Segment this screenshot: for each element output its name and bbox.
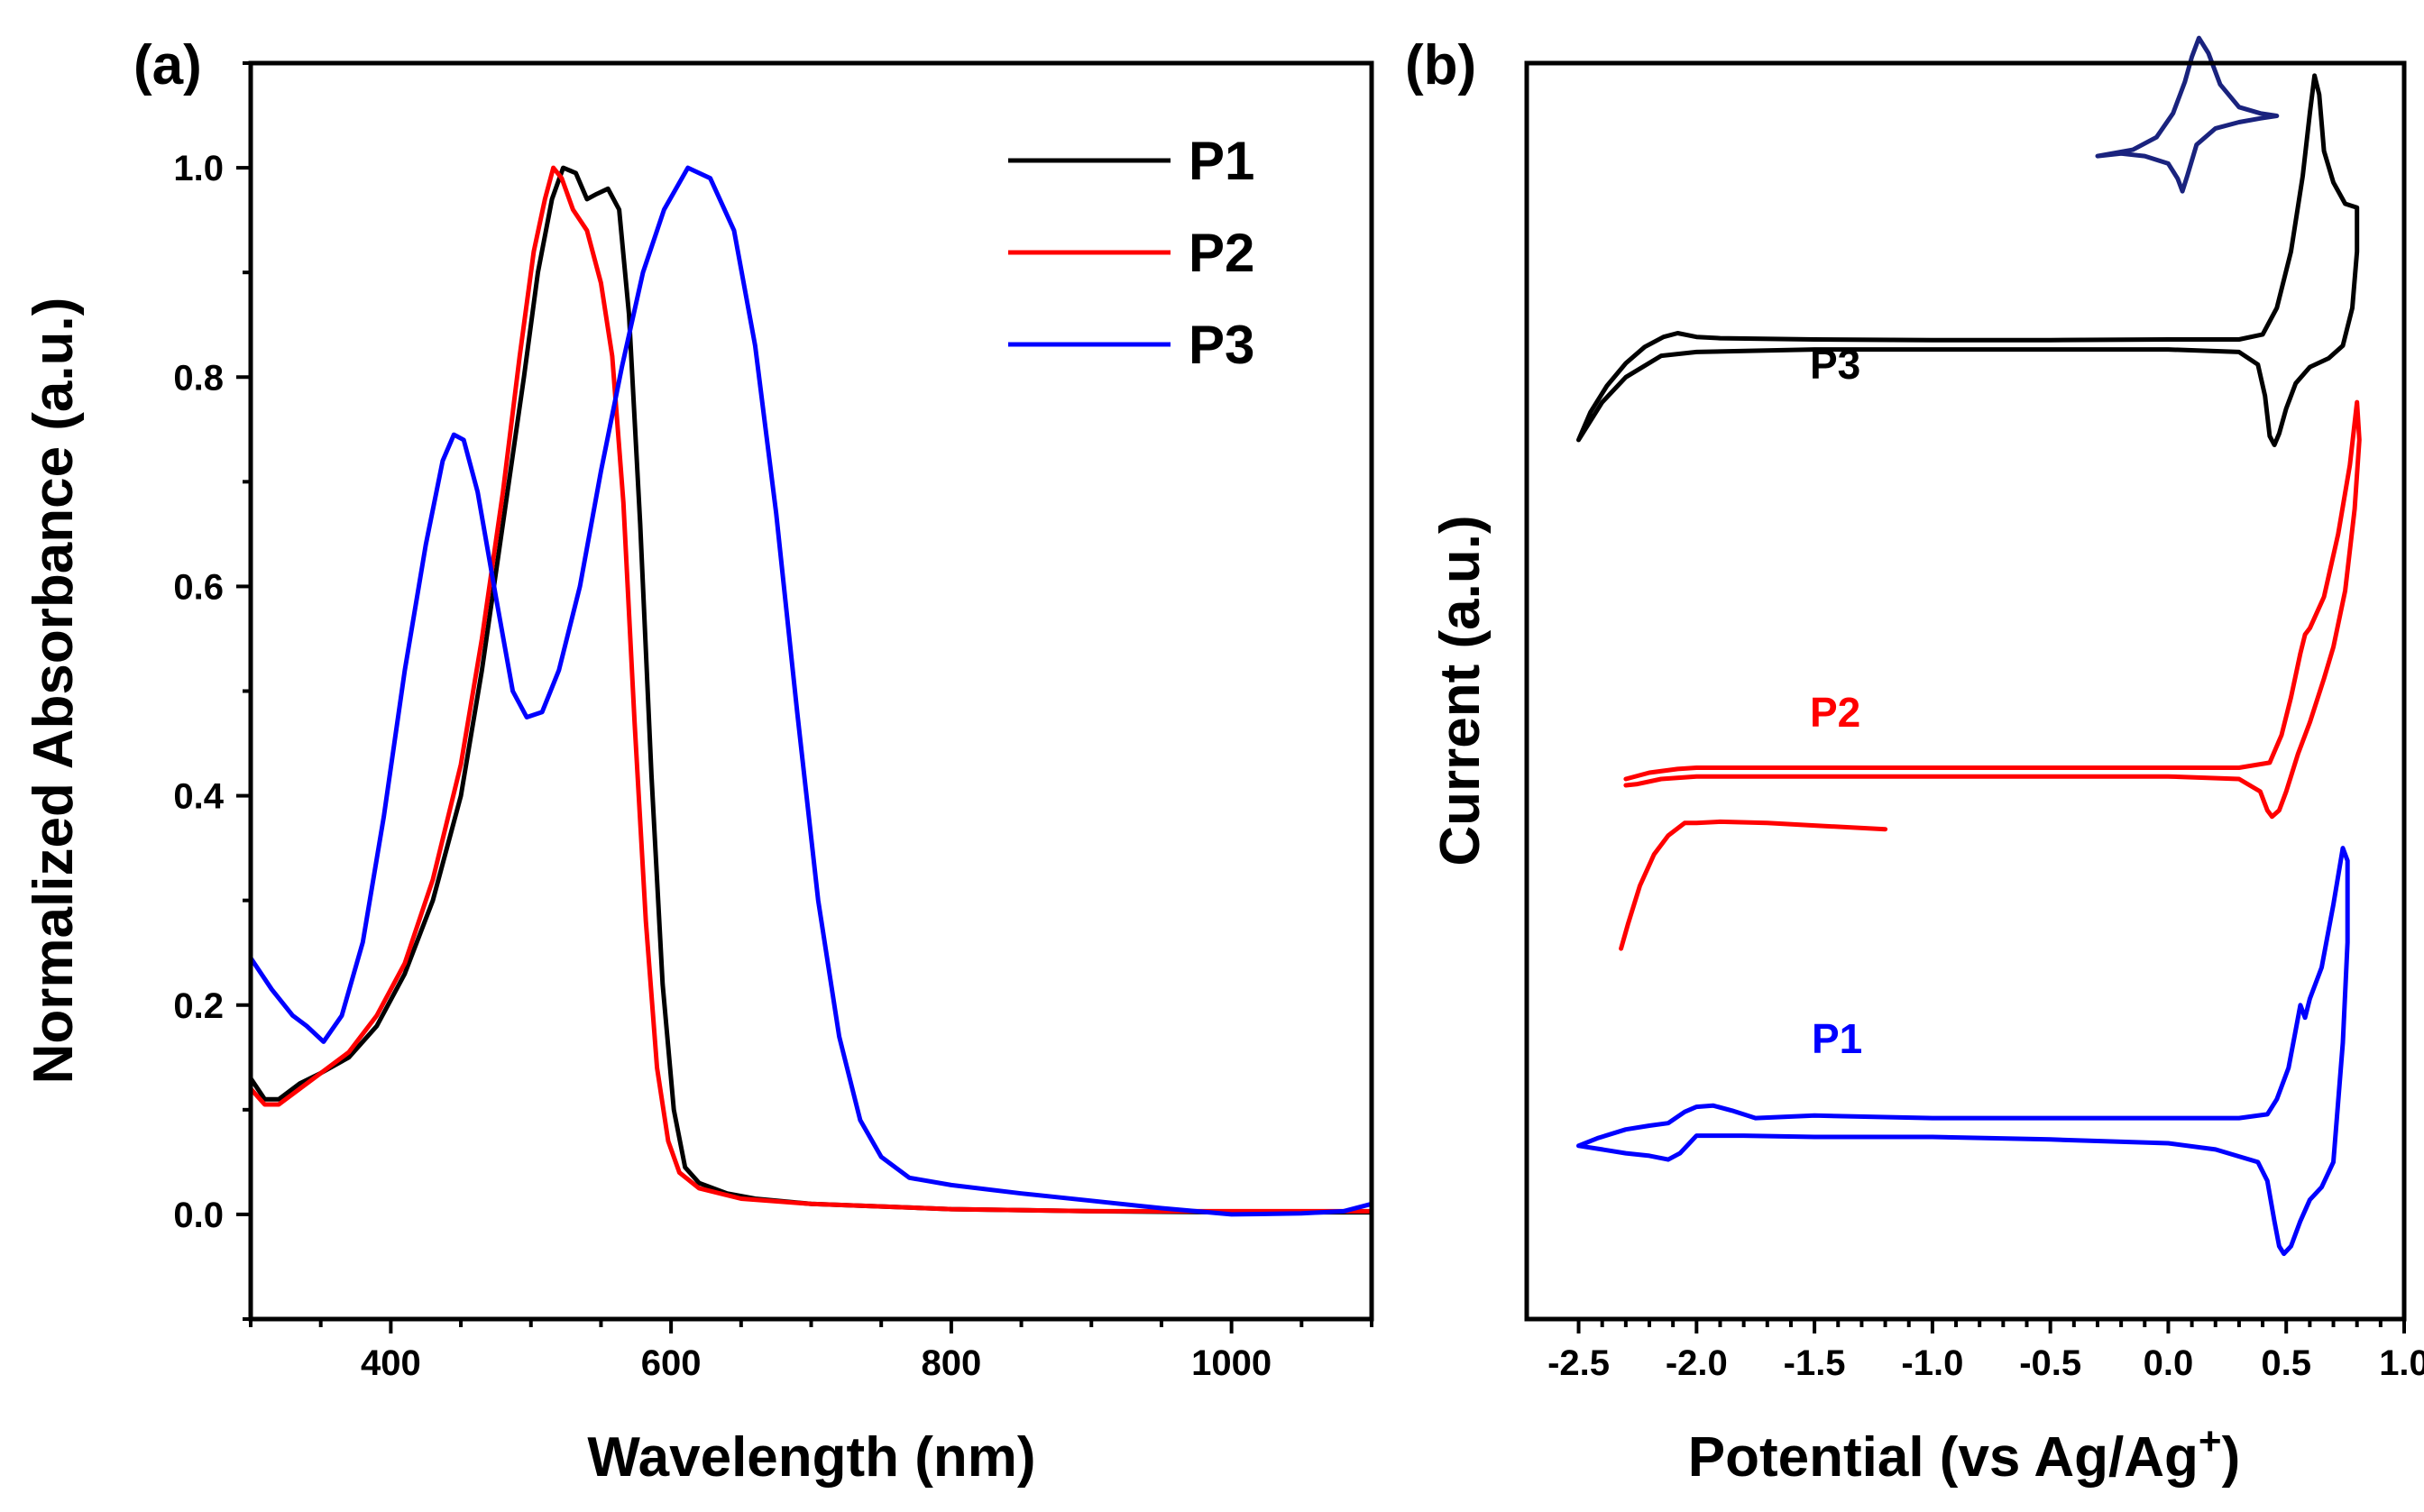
series-line-p1 [248, 165, 1374, 1215]
y-tick-label: 1.0 [173, 149, 224, 188]
panel-b-cyclic-voltammetry-chart: (b) -2.5 -2.0 -1.5 -1.0 -0.5 0.0 0.5 1.0 P3 P2 … [1405, 34, 2424, 1489]
panel-a-frame [248, 60, 1374, 1322]
panel-b-x-axis-title-main: Potential (vs Ag/Ag [1688, 1426, 2199, 1489]
x-tick-label: -1.5 [1784, 1343, 1846, 1383]
legend-label-p1: P1 [1189, 131, 1254, 191]
x-tick-label: 0.0 [2144, 1343, 2194, 1383]
panel-b-series [1576, 35, 2362, 1257]
panel-a-series [248, 165, 1374, 1217]
x-tick-label: 800 [922, 1343, 982, 1383]
x-tick-label: -2.0 [1666, 1343, 1728, 1383]
series-line-p3-inset [2095, 35, 2280, 194]
y-tick-label: 0.4 [173, 777, 224, 817]
series-line-p3 [1576, 73, 2360, 447]
panel-b-ticks: -2.5 -2.0 -1.5 -1.0 -0.5 0.0 0.5 1.0 [1547, 1319, 2424, 1383]
curve-label-p1: P1 [1812, 1015, 1862, 1062]
series-line-p2-return [1619, 819, 1888, 951]
series-line-p2 [248, 165, 1374, 1214]
panel-a-absorbance-chart: (a) 400 600 800 1000 0.0 0.2 0.4 0.6 0.8 1.0 P1 P… [23, 34, 1374, 1489]
y-tick-label: 0.0 [173, 1196, 224, 1235]
x-tick-label: -2.5 [1547, 1343, 1610, 1383]
x-tick-label: 600 [641, 1343, 702, 1383]
legend-label-p2: P2 [1189, 223, 1254, 283]
curve-label-p3: P3 [1810, 341, 1860, 388]
legend-label-p3: P3 [1189, 315, 1254, 375]
x-tick-label: 1.0 [2379, 1343, 2424, 1383]
series-line-p3 [248, 165, 1374, 1217]
x-tick-label: -1.0 [1901, 1343, 1963, 1383]
series-line-p2 [1623, 399, 2362, 820]
panel-b-x-axis-title-superscript: + [2199, 1419, 2222, 1463]
x-tick-label: 0.5 [2261, 1343, 2311, 1383]
panel-b-y-axis-title: Current (a.u.) [1429, 515, 1492, 866]
curve-label-p2: P2 [1810, 689, 1860, 736]
panel-a-y-axis-title: Normalized Absorbance (a.u.) [23, 298, 85, 1085]
panel-a-ticks: 400 600 800 1000 0.0 0.2 0.4 0.6 0.8 1.0 [173, 61, 1373, 1383]
panel-b-x-axis-title: Potential (vs Ag/Ag+) [1688, 1419, 2240, 1489]
panel-a-x-axis-title: Wavelength (nm) [587, 1426, 1035, 1489]
panel-b-frame [1524, 60, 2407, 1322]
series-line-p1 [1576, 846, 2350, 1257]
panel-b-x-axis-title-suffix: ) [2222, 1426, 2241, 1489]
panel-b-label: (b) [1405, 34, 1476, 96]
y-tick-label: 0.8 [173, 358, 224, 398]
x-tick-label: -0.5 [2019, 1343, 2081, 1383]
y-tick-label: 0.6 [173, 567, 224, 607]
panel-a-label: (a) [133, 34, 202, 96]
panel-a-legend: P1 P2 P3 [1008, 131, 1254, 375]
y-tick-label: 0.2 [173, 986, 224, 1026]
x-tick-label: 400 [361, 1343, 421, 1383]
x-tick-label: 1000 [1191, 1343, 1272, 1383]
